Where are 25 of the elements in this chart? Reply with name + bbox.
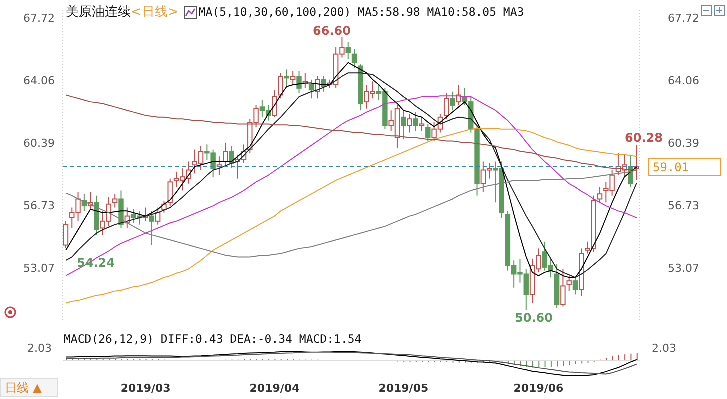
chart-subtitle: <日线> [131,4,179,21]
y-tick-label: 56.73 [24,199,55,212]
annotation: 50.60 [515,311,553,325]
chart-title: MACD(26,12,9) DIFF:0.43 DEA:-0.34 MACD:1.54 [64,332,362,346]
annotation: 60.28 [625,131,663,145]
chart-title: 美原油连续 [66,4,131,21]
x-tick-label: 2019/03 [120,382,171,395]
x-tick-label: 2019/06 [514,382,564,395]
text: 2.03 [26,342,52,355]
text: 日线 ▲ [0,378,58,397]
annotation: MA(5,10,30,60,100,200) MA5:58.98 MA10:58.05 MA3 [198,5,524,19]
y-tick-label: 67.72 [24,12,55,26]
y2-tick-label: 53.07 [668,262,700,275]
ref-line-label: 59.01 [653,160,690,175]
y-tick-label: 64.06 [24,74,55,88]
y2-tick-label: 60.39 [668,137,700,150]
x-tick-label: 2019/04 [250,382,300,395]
y-tick-label: 60.39 [24,137,55,150]
text: 2.03 [652,342,676,355]
y2-tick-label: 64.06 [668,74,700,88]
y-tick-label: 53.07 [24,262,55,275]
y2-tick-label: 56.73 [668,199,700,212]
y2-tick-label: 67.72 [668,12,700,26]
annotation: 66.60 [313,24,351,38]
x-tick-label: 2019/05 [378,382,429,395]
